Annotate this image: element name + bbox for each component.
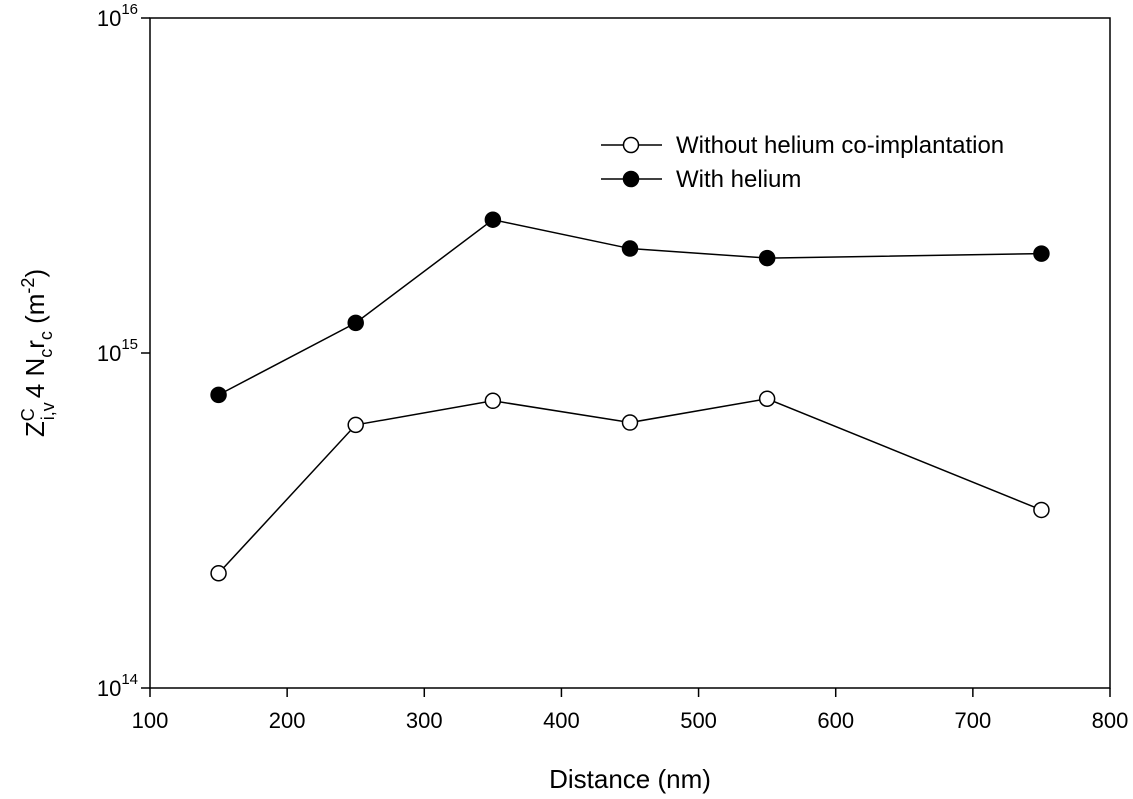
legend-label: Without helium co-implantation: [676, 132, 1004, 159]
series-line: [218, 398, 1042, 574]
data-point-filled: [758, 249, 776, 267]
y-label-main: Z: [20, 421, 50, 437]
data-point-open: [621, 414, 639, 431]
y-label-sup1: C: [18, 408, 38, 421]
y-tick-label: 1014: [97, 671, 138, 701]
plot-frame: [149, 17, 1111, 689]
y-tick-base: 10: [97, 6, 121, 31]
y-label-sub1: i,v: [38, 402, 58, 420]
x-tick-label: 100: [132, 708, 169, 733]
legend: Without helium co-implantation With heliu…: [601, 132, 1004, 193]
x-tick-label: 800: [1092, 708, 1129, 733]
y-tick-label: 1016: [97, 1, 138, 31]
data-point-open: [347, 416, 364, 434]
y-tick-exp: 15: [121, 336, 138, 353]
y-label-mid: 4 N: [20, 358, 50, 398]
x-tick-label: 200: [269, 708, 306, 733]
y-label-unit-close: ): [20, 269, 50, 278]
y-tick-exp: 14: [121, 671, 138, 688]
data-point-filled: [347, 314, 364, 332]
data-point-open: [1033, 501, 1050, 519]
x-tick-label: 700: [954, 708, 991, 733]
y-tick-exp: 16: [121, 1, 138, 18]
x-axis: 100 200 300 400 500 600 700 800: [132, 688, 1129, 733]
y-tick-base: 10: [97, 676, 121, 701]
data-point-open: [758, 390, 776, 408]
x-tick-label: 300: [406, 708, 443, 733]
data-point-filled: [210, 386, 227, 404]
data-point-filled: [1033, 245, 1050, 262]
series-layer: [210, 211, 1050, 582]
data-point-open: [210, 565, 227, 582]
data-point-filled: [484, 211, 502, 228]
y-tick-label: 1015: [97, 336, 138, 366]
data-point-filled: [621, 240, 639, 257]
data-point-open: [484, 392, 502, 410]
y-label-r: r: [20, 340, 50, 349]
legend-label: With helium: [676, 166, 801, 193]
x-tick-label: 400: [543, 708, 580, 733]
y-label-unit-exp: -2: [18, 278, 38, 294]
y-label-sub3: c: [36, 331, 56, 340]
y-tick-base: 10: [97, 341, 121, 366]
y-label-sub2: c: [36, 349, 56, 358]
y-label-unit-open: (m: [20, 294, 50, 332]
x-tick-label: 600: [817, 708, 854, 733]
x-axis-title: Distance (nm): [549, 764, 711, 794]
legend-marker: [622, 170, 640, 188]
x-tick-label: 500: [680, 708, 717, 733]
series-line: [218, 218, 1042, 396]
y-axis-title: ZCi,v4 Ncrc (m-2): [18, 269, 58, 437]
legend-marker: [622, 136, 640, 154]
